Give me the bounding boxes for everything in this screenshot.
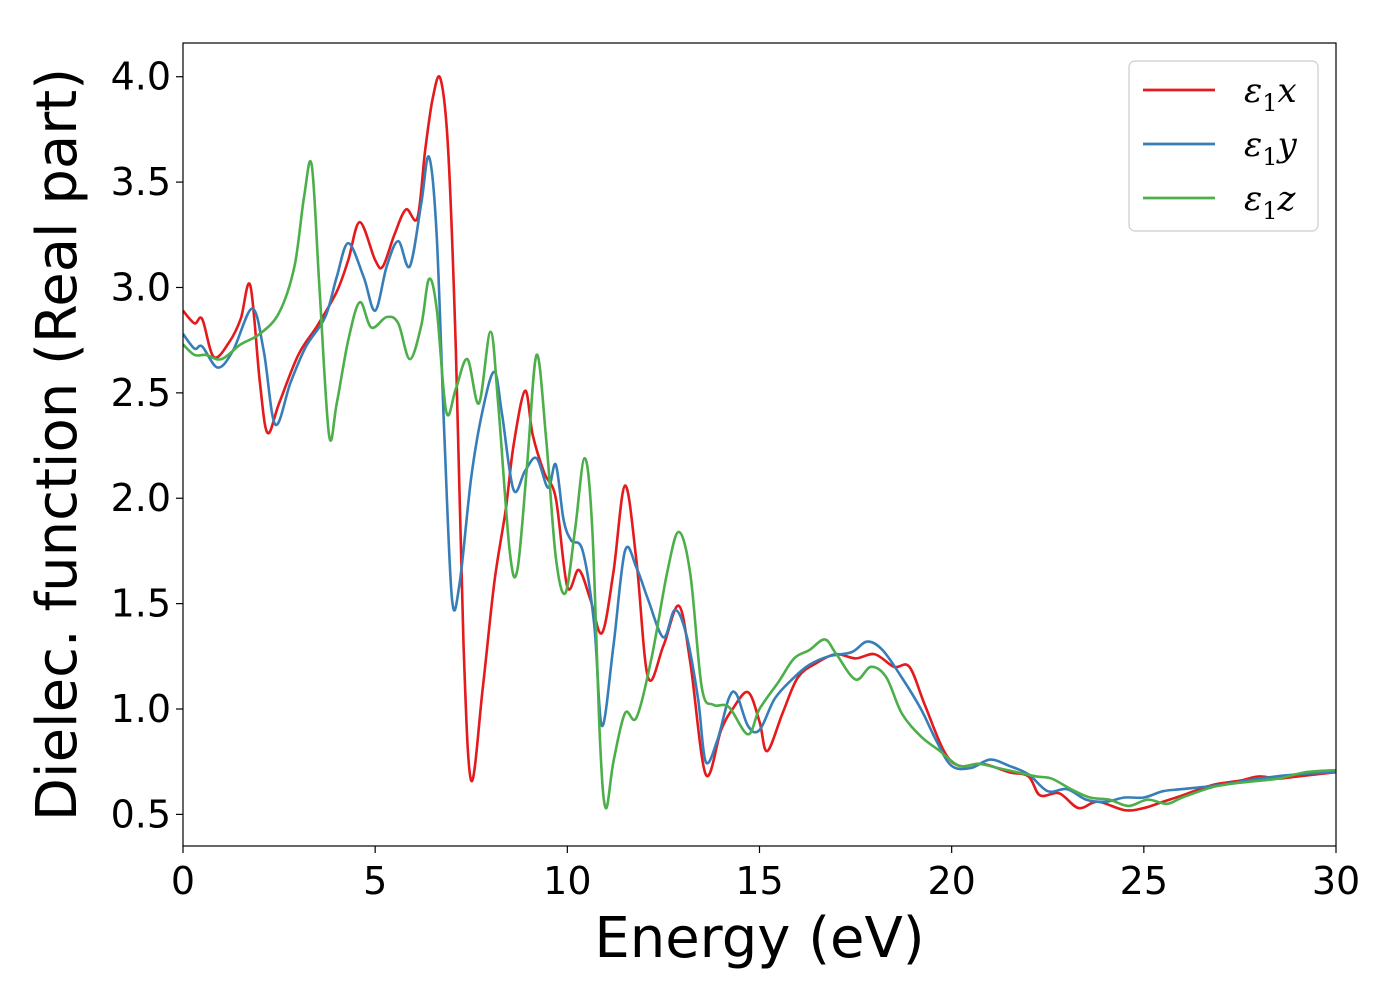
x-tick-label: 30 — [1312, 859, 1360, 903]
x-tick-label: 15 — [735, 859, 783, 903]
y-tick-label: 3.5 — [111, 160, 171, 204]
x-tick-label: 25 — [1120, 859, 1168, 903]
y-tick-label: 4.0 — [111, 55, 171, 99]
y-tick-label: 1.0 — [111, 687, 171, 731]
x-tick-label: 5 — [363, 859, 387, 903]
legend-item-z: ε1z — [1143, 179, 1297, 225]
legend-label: ε1z — [1244, 179, 1297, 225]
series-layer — [183, 75, 1336, 812]
legend-label: ε1y — [1244, 125, 1298, 171]
y-axis-ticks: 0.5 1.0 1.5 2.0 2.5 3.0 3.5 4.0 — [111, 55, 183, 836]
y-tick-label: 2.5 — [111, 371, 171, 415]
legend-item-y: ε1y — [1143, 125, 1298, 171]
legend-label: ε1x — [1244, 71, 1297, 117]
series-line-y — [183, 155, 1336, 804]
x-axis-ticks: 0 5 10 15 20 25 30 — [171, 846, 1360, 903]
series-line-x — [183, 75, 1336, 812]
x-tick-label: 0 — [171, 859, 195, 903]
y-tick-label: 0.5 — [111, 792, 171, 836]
x-tick-label: 20 — [927, 859, 975, 903]
series-line-z — [183, 160, 1336, 810]
x-tick-label: 10 — [543, 859, 591, 903]
legend: ε1x ε1y ε1z — [1128, 60, 1319, 232]
legend-item-x: ε1x — [1143, 71, 1297, 117]
y-axis-title: Dielec. function (Real part) — [25, 68, 90, 821]
x-axis-title: Energy (eV) — [594, 906, 924, 971]
y-tick-label: 3.0 — [111, 265, 171, 309]
y-tick-label: 2.0 — [111, 476, 171, 520]
y-tick-label: 1.5 — [111, 582, 171, 626]
legend-box — [1128, 60, 1319, 232]
